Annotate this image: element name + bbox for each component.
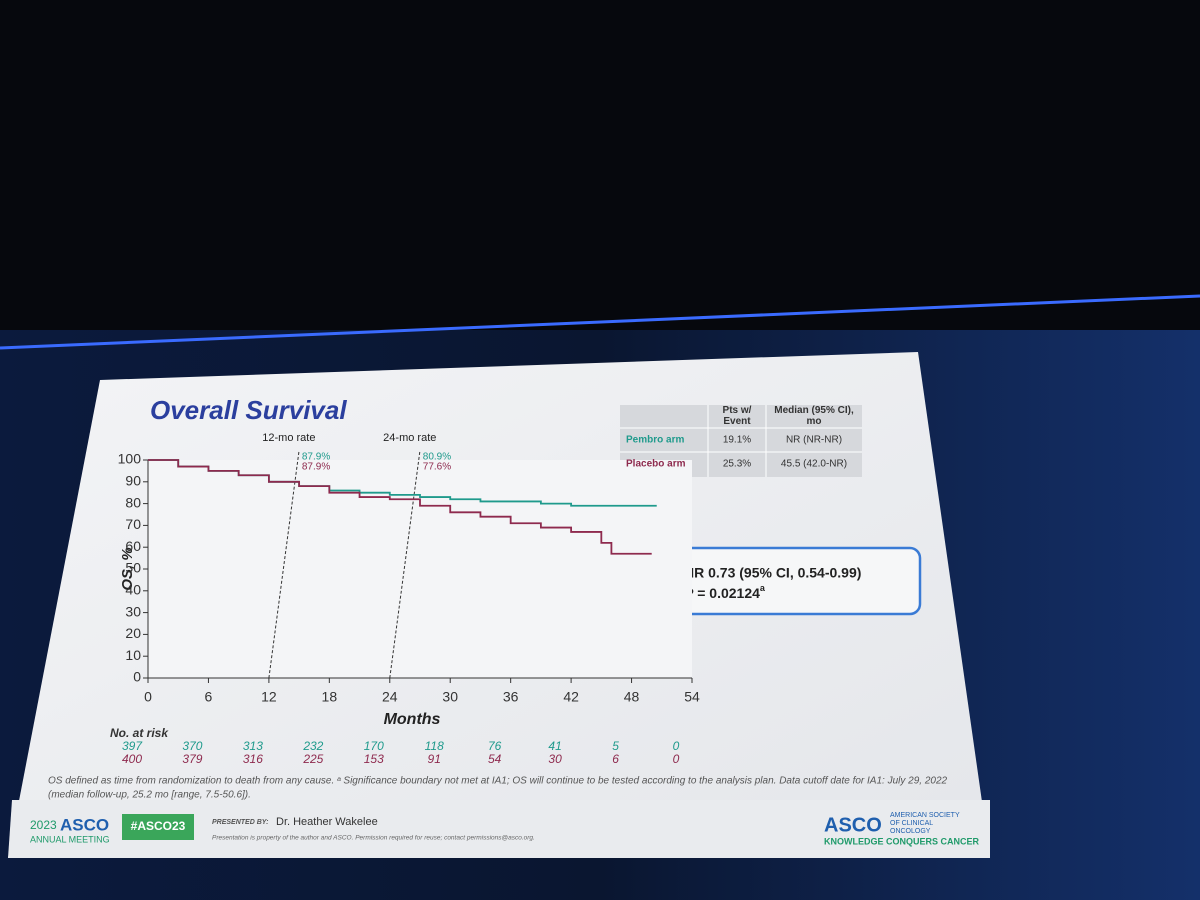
y-tick-label: 30 <box>125 603 141 619</box>
risk-count: 76 <box>488 739 502 753</box>
risk-count: 370 <box>182 739 202 753</box>
y-tick-label: 0 <box>133 669 141 685</box>
risk-count: 225 <box>302 752 323 766</box>
risk-count: 54 <box>488 752 502 766</box>
milestone-label: 24-mo rate <box>383 432 436 444</box>
hr-text: HR 0.73 (95% CI, 0.54-0.99) <box>684 565 861 581</box>
x-tick-label: 6 <box>205 689 213 705</box>
x-tick-label: 36 <box>503 689 519 705</box>
plot-area <box>148 460 692 678</box>
risk-count: 6 <box>612 752 619 766</box>
risk-count: 397 <box>122 739 143 753</box>
milestone-value: 87.9% <box>302 452 330 463</box>
presenter: Dr. Heather Wakelee <box>276 816 378 828</box>
risk-title: No. at risk <box>110 726 169 740</box>
presented-by: PRESENTED BY: <box>212 819 268 826</box>
col-head: Median (95% CI), mo <box>774 405 854 427</box>
table-row-label: Pembro arm <box>626 435 684 446</box>
y-tick-label: 90 <box>125 473 141 489</box>
risk-count: 400 <box>122 752 142 766</box>
milestone-value: 87.9% <box>302 462 330 473</box>
notice: Presentation is property of the author a… <box>212 835 535 842</box>
risk-count: 0 <box>673 739 680 753</box>
y-tick-label: 20 <box>125 625 141 641</box>
risk-count: 91 <box>428 752 441 766</box>
footer: 2023 ASCO ANNUAL MEETING #ASCO23 PRESENT… <box>30 812 980 846</box>
milestone-value: 77.6% <box>423 462 451 473</box>
x-tick-label: 54 <box>684 689 700 705</box>
x-tick-label: 24 <box>382 689 398 705</box>
footnote: (median follow-up, 25.2 mo [range, 7.5-5… <box>48 790 251 801</box>
column-header: Pts w/ Event <box>722 405 752 427</box>
col-head: Pts w/ Event <box>722 405 752 427</box>
y-tick-label: 100 <box>118 451 142 467</box>
hr-box <box>670 546 922 616</box>
stage-light <box>0 294 1200 350</box>
p-note: a <box>760 583 766 593</box>
table-cell: 19.1% <box>723 435 751 446</box>
risk-count: 316 <box>243 752 263 766</box>
society-box: AMERICAN SOCIETY OF CLINICAL ONCOLOGY <box>890 812 960 835</box>
footer-band <box>8 800 990 858</box>
risk-count: 153 <box>364 752 384 766</box>
y-tick-label: 70 <box>125 516 141 532</box>
x-tick-label: 48 <box>624 689 640 705</box>
x-tick-label: 42 <box>563 689 579 705</box>
risk-count: 30 <box>548 752 562 766</box>
x-tick-label: 0 <box>144 689 152 705</box>
logo: ASCO <box>824 814 882 836</box>
hashtag: #ASCO23 <box>131 819 186 833</box>
milestone-label: 12-mo rate <box>262 432 315 444</box>
table-cell: NR (NR-NR) <box>786 435 842 446</box>
footnote: OS defined as time from randomization to… <box>48 776 948 787</box>
y-tick-label: 80 <box>125 494 141 510</box>
risk-count: 118 <box>425 739 444 753</box>
y-tick-label: 40 <box>125 582 141 598</box>
column-header: Median (95% CI), mo <box>774 405 854 427</box>
risk-count: 379 <box>182 752 202 766</box>
y-tick-label: 10 <box>125 647 141 663</box>
x-tick-label: 18 <box>322 689 338 705</box>
footer-meeting: ANNUAL MEETING <box>30 834 110 844</box>
tagline: KNOWLEDGE CONQUERS CANCER <box>824 836 980 846</box>
risk-count: 0 <box>673 752 680 766</box>
y-tick-label: 50 <box>125 560 141 576</box>
risk-count: 170 <box>364 739 384 753</box>
risk-count: 232 <box>302 739 323 753</box>
p-value: = 0.02124 <box>693 585 760 601</box>
x-tick-label: 12 <box>261 689 277 705</box>
p-text: P = 0.02124a <box>684 583 766 600</box>
y-tick-label: 60 <box>125 538 141 554</box>
x-axis-title: Months <box>384 711 441 728</box>
x-tick-label: 30 <box>442 689 458 705</box>
risk-count: 313 <box>243 739 263 753</box>
chart-title: Overall Survival <box>150 395 347 425</box>
hashtag-bg <box>122 814 194 840</box>
society: AMERICAN SOCIETY OF CLINICAL ONCOLOGY <box>890 812 960 835</box>
table-cell: 45.5 (42.0-NR) <box>781 459 847 470</box>
survival-curve <box>148 459 652 555</box>
risk-count: 41 <box>548 739 561 753</box>
milestone-line <box>389 451 421 679</box>
milestone-value: 80.9% <box>423 452 451 463</box>
risk-count: 5 <box>612 739 619 753</box>
y-axis-title: OS, % <box>119 547 136 590</box>
table-row-label: Placebo arm <box>626 459 686 470</box>
footer-brand: ASCO <box>60 815 109 834</box>
footer-year: 2023 <box>30 818 57 832</box>
milestone-line <box>268 451 300 679</box>
table-cell: 25.3% <box>723 459 751 470</box>
